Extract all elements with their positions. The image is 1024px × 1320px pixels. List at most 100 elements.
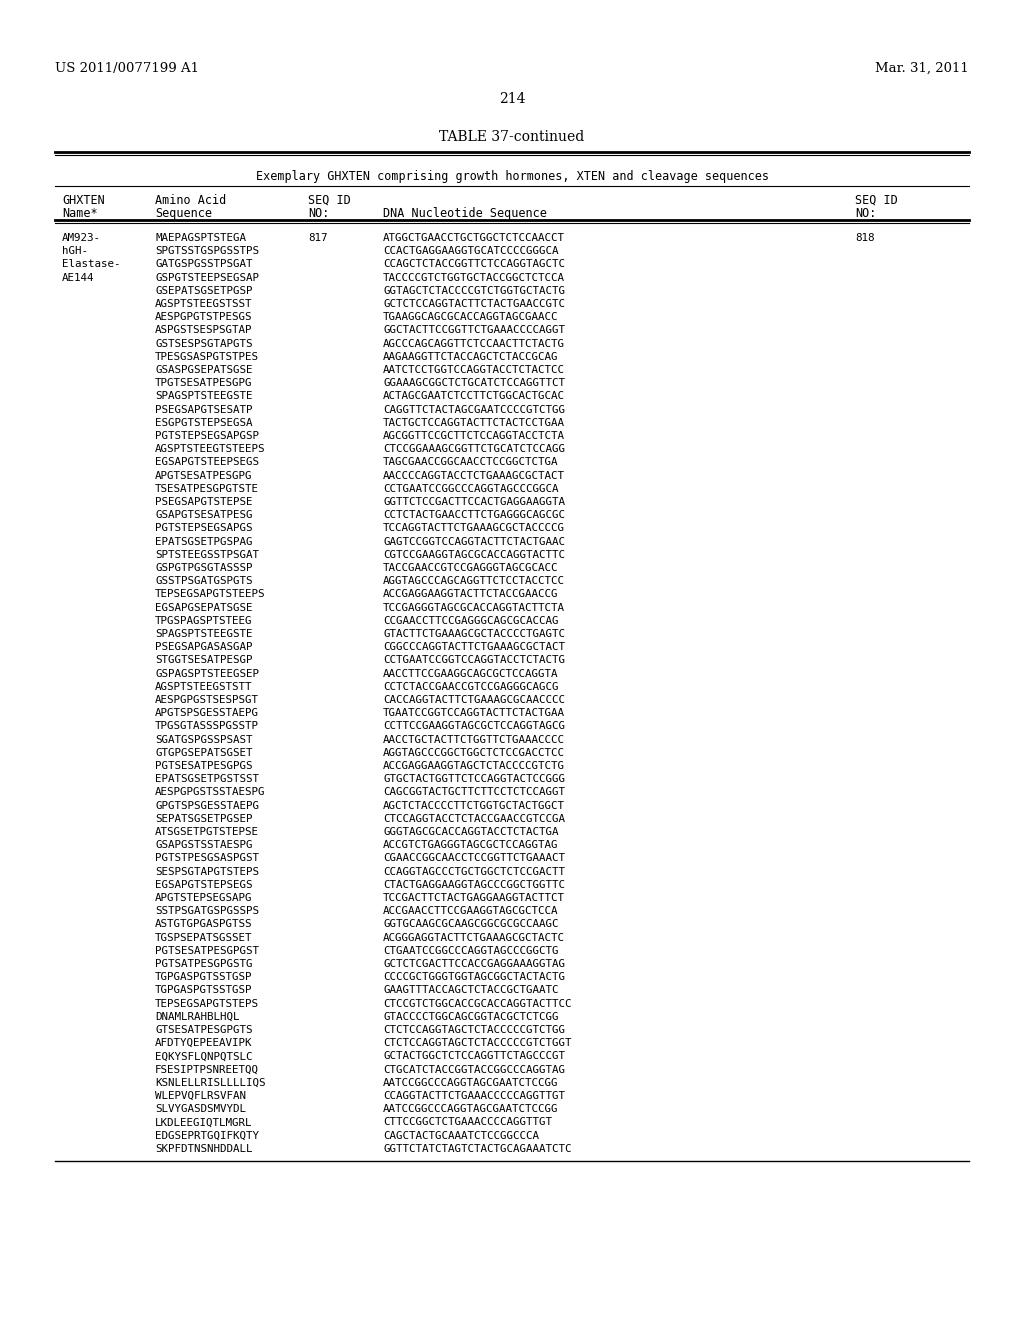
Text: CTTCCGGCTCTGAAACCCCAGGTTGT: CTTCCGGCTCTGAAACCCCAGGTTGT [383,1118,552,1127]
Text: GSAPGTSESATPESG: GSAPGTSESATPESG [155,511,253,520]
Text: FSESIPTPSNREETQQ: FSESIPTPSNREETQQ [155,1065,259,1074]
Text: PSEGSAPGTSESATP: PSEGSAPGTSESATP [155,405,253,414]
Text: CCTCTACCGAACCGTCCGAGGGCAGCG: CCTCTACCGAACCGTCCGAGGGCAGCG [383,682,558,692]
Text: TAGCGAACCGGCAACCTCCGGCTCTGA: TAGCGAACCGGCAACCTCCGGCTCTGA [383,458,558,467]
Text: APGTSPSGESSTAEPG: APGTSPSGESSTAEPG [155,709,259,718]
Text: SEQ ID: SEQ ID [308,194,351,207]
Text: ACCGAGGAAGGTAGCTCTACCCCGTCTG: ACCGAGGAAGGTAGCTCTACCCCGTCTG [383,762,565,771]
Text: GSAPGSTSSTAESPG: GSAPGSTSSTAESPG [155,841,253,850]
Text: GAAGTTTACCAGCTCTACCGCTGAATC: GAAGTTTACCAGCTCTACCGCTGAATC [383,986,558,995]
Text: AE144: AE144 [62,273,94,282]
Text: TACCCCGTCTGGTGCTACCGGCTCTCCA: TACCCCGTCTGGTGCTACCGGCTCTCCA [383,273,565,282]
Text: GSTSESPSGTAPGTS: GSTSESPSGTAPGTS [155,339,253,348]
Text: APGTSTEPSEGSAPG: APGTSTEPSEGSAPG [155,894,253,903]
Text: TGPGASPGTSSTGSP: TGPGASPGTSSTGSP [155,973,253,982]
Text: EGSAPGSEPATSGSE: EGSAPGSEPATSGSE [155,603,253,612]
Text: GGTAGCTCTACCCCGTCTGGTGCTACTG: GGTAGCTCTACCCCGTCTGGTGCTACTG [383,286,565,296]
Text: Sequence: Sequence [155,207,212,220]
Text: TACCGAACCGTCCGAGGGTAGCGCACC: TACCGAACCGTCCGAGGGTAGCGCACC [383,564,558,573]
Text: ATGGCTGAACCTGCTGGCTCTCCAACCT: ATGGCTGAACCTGCTGGCTCTCCAACCT [383,234,565,243]
Text: SEPATSGSETPGSEP: SEPATSGSETPGSEP [155,814,253,824]
Text: AESPGPGSTSSTAESPG: AESPGPGSTSSTAESPG [155,788,265,797]
Text: AGSPTSTEEGSTSTT: AGSPTSTEEGSTSTT [155,682,253,692]
Text: APGTSESATPESGPG: APGTSESATPESGPG [155,471,253,480]
Text: Name*: Name* [62,207,97,220]
Text: CCAGCTCTACCGGTTCTCCAGGTAGCTC: CCAGCTCTACCGGTTCTCCAGGTAGCTC [383,260,565,269]
Text: TGPGASPGTSSTGSP: TGPGASPGTSSTGSP [155,986,253,995]
Text: NO:: NO: [308,207,330,220]
Text: Exemplary GHXTEN comprising growth hormones, XTEN and cleavage sequences: Exemplary GHXTEN comprising growth hormo… [256,170,768,183]
Text: ESGPGTSTEPSEGSA: ESGPGTSTEPSEGSA [155,418,253,428]
Text: SESPSGTAPGTSTEPS: SESPSGTAPGTSTEPS [155,867,259,876]
Text: PGTSTEPSEGSAPGS: PGTSTEPSEGSAPGS [155,524,253,533]
Text: TEPSEGSAPGTSTEPS: TEPSEGSAPGTSTEPS [155,999,259,1008]
Text: ACCGAGGAAGGTACTTCTACCGAACCG: ACCGAGGAAGGTACTTCTACCGAACCG [383,590,558,599]
Text: CCCCGCTGGGTGGTAGCGGCTACTACTG: CCCCGCTGGGTGGTAGCGGCTACTACTG [383,973,565,982]
Text: ASPGSTSESPSGTAP: ASPGSTSESPSGTAP [155,326,253,335]
Text: TPGSPAGSPTSTEEG: TPGSPAGSPTSTEEG [155,616,253,626]
Text: TGAATCCGGTCCAGGTACTTCTACTGAA: TGAATCCGGTCCAGGTACTTCTACTGAA [383,709,565,718]
Text: SEQ ID: SEQ ID [855,194,898,207]
Text: AGCGGTTCCGCTTCTCCAGGTACCTCTA: AGCGGTTCCGCTTCTCCAGGTACCTCTA [383,432,565,441]
Text: EGSAPGTSTEEPSEGS: EGSAPGTSTEEPSEGS [155,458,259,467]
Text: AACCTGCTACTTCTGGTTCTGAAACCCC: AACCTGCTACTTCTGGTTCTGAAACCCC [383,735,565,744]
Text: DNAMLRAHBLHQL: DNAMLRAHBLHQL [155,1012,240,1022]
Text: ASTGTGPGASPGTSS: ASTGTGPGASPGTSS [155,920,253,929]
Text: NO:: NO: [855,207,877,220]
Text: EDGSEPRTGQIFKQTY: EDGSEPRTGQIFKQTY [155,1131,259,1140]
Text: TCCGAGGGTAGCGCACCAGGTACTTCTA: TCCGAGGGTAGCGCACCAGGTACTTCTA [383,603,565,612]
Text: GATGSPGSSTPSGAT: GATGSPGSSTPSGAT [155,260,253,269]
Text: GSPAGSPTSTEEGSEP: GSPAGSPTSTEEGSEP [155,669,259,678]
Text: 817: 817 [308,234,328,243]
Text: AGCTCTACCCCTTCTGGTGCTACTGGCT: AGCTCTACCCCTTCTGGTGCTACTGGCT [383,801,565,810]
Text: AACCCCAGGTACCTCTGAAAGCGCTACT: AACCCCAGGTACCTCTGAAAGCGCTACT [383,471,565,480]
Text: AACCTTCCGAAGGCAGCGCTCCAGGTA: AACCTTCCGAAGGCAGCGCTCCAGGTA [383,669,558,678]
Text: CAGCGGTACTGCTTCTTCCTCTCCAGGT: CAGCGGTACTGCTTCTTCCTCTCCAGGT [383,788,565,797]
Text: SGATGSPGSSPSAST: SGATGSPGSSPSAST [155,735,253,744]
Text: GSSTPSGATGSPGTS: GSSTPSGATGSPGTS [155,577,253,586]
Text: AGSPTSTEEGTSTEEPS: AGSPTSTEEGTSTEEPS [155,445,265,454]
Text: CCTGAATCCGGCCCAGGTAGCCCGGCA: CCTGAATCCGGCCCAGGTAGCCCGGCA [383,484,558,494]
Text: GTSESATPESGPGTS: GTSESATPESGPGTS [155,1026,253,1035]
Text: EPATSGSETPGSPAG: EPATSGSETPGSPAG [155,537,253,546]
Text: GTACTTCTGAAAGCGCTACCCCTGAGTC: GTACTTCTGAAAGCGCTACCCCTGAGTC [383,630,565,639]
Text: AAGAAGGTTCTACCAGCTCTACCGCAG: AAGAAGGTTCTACCAGCTCTACCGCAG [383,352,558,362]
Text: CCGAACCTTCCGAGGGCAGCGCACCAG: CCGAACCTTCCGAGGGCAGCGCACCAG [383,616,558,626]
Text: ATSGSETPGTSTEPSE: ATSGSETPGTSTEPSE [155,828,259,837]
Text: CGAACCGGCAACCTCCGGTTCTGAAACT: CGAACCGGCAACCTCCGGTTCTGAAACT [383,854,565,863]
Text: AGCCCAGCAGGTTCTCCAACTTCTACTG: AGCCCAGCAGGTTCTCCAACTTCTACTG [383,339,565,348]
Text: CGGCCCAGGTACTTCTGAAAGCGCTACT: CGGCCCAGGTACTTCTGAAAGCGCTACT [383,643,565,652]
Text: PSEGSAPGASASGAP: PSEGSAPGASASGAP [155,643,253,652]
Text: TACTGCTCCAGGTACTTCTACTCCTGAA: TACTGCTCCAGGTACTTCTACTCCTGAA [383,418,565,428]
Text: SPAGSPTSTEEGSTE: SPAGSPTSTEEGSTE [155,392,253,401]
Text: CTCTCCAGGTAGCTCTACCCCCGTCTGG: CTCTCCAGGTAGCTCTACCCCCGTCTGG [383,1026,565,1035]
Text: GCTCTCGACTTCCACCGAGGAAAGGTAG: GCTCTCGACTTCCACCGAGGAAAGGTAG [383,960,565,969]
Text: SKPFDTNSNHDDALL: SKPFDTNSNHDDALL [155,1144,253,1154]
Text: CCAGGTACTTCTGAAACCCCCAGGTTGT: CCAGGTACTTCTGAAACCCCCAGGTTGT [383,1092,565,1101]
Text: CTGCATCTACCGGTACCGGCCCAGGTAG: CTGCATCTACCGGTACCGGCCCAGGTAG [383,1065,565,1074]
Text: GAGTCCGGTCCAGGTACTTCTACTGAAC: GAGTCCGGTCCAGGTACTTCTACTGAAC [383,537,565,546]
Text: CACCAGGTACTTCTGAAAGCGCAACCCC: CACCAGGTACTTCTGAAAGCGCAACCCC [383,696,565,705]
Text: TPGTSESATPESGPG: TPGTSESATPESGPG [155,379,253,388]
Text: EPATSGSETPGSTSST: EPATSGSETPGSTSST [155,775,259,784]
Text: CCTCTACTGAACCTTCTGAGGGCAGCGC: CCTCTACTGAACCTTCTGAGGGCAGCGC [383,511,565,520]
Text: PSEGSAPGTSTEPSE: PSEGSAPGTSTEPSE [155,498,253,507]
Text: CTACTGAGGAAGGTAGCCCGGCTGGTTC: CTACTGAGGAAGGTAGCCCGGCTGGTTC [383,880,565,890]
Text: AATCTCCTGGTCCAGGTACCTCTACTCC: AATCTCCTGGTCCAGGTACCTCTACTCC [383,366,565,375]
Text: AATCCGGCCCAGGTAGCGAATCTCCGG: AATCCGGCCCAGGTAGCGAATCTCCGG [383,1105,558,1114]
Text: US 2011/0077199 A1: US 2011/0077199 A1 [55,62,199,75]
Text: CTCCGTCTGGCACCGCACCAGGTACTTCC: CTCCGTCTGGCACCGCACCAGGTACTTCC [383,999,571,1008]
Text: GPGTSPSGESSTAEPG: GPGTSPSGESSTAEPG [155,801,259,810]
Text: Amino Acid: Amino Acid [155,194,226,207]
Text: TPGSGTASSSPGSSTP: TPGSGTASSSPGSSTP [155,722,259,731]
Text: PGTSTEPSEGSAPGSP: PGTSTEPSEGSAPGSP [155,432,259,441]
Text: CTCTCCAGGTAGCTCTACCCCCGTCTGGT: CTCTCCAGGTAGCTCTACCCCCGTCTGGT [383,1039,571,1048]
Text: Mar. 31, 2011: Mar. 31, 2011 [876,62,969,75]
Text: CCTGAATCCGGTCCAGGTACCTCTACTG: CCTGAATCCGGTCCAGGTACCTCTACTG [383,656,565,665]
Text: CCAGGTAGCCCTGCTGGCTCTCCGACTT: CCAGGTAGCCCTGCTGGCTCTCCGACTT [383,867,565,876]
Text: GGAAAGCGGCTCTGCATCTCCAGGTTCT: GGAAAGCGGCTCTGCATCTCCAGGTTCT [383,379,565,388]
Text: TCCAGGTACTTCTGAAAGCGCTACCCCG: TCCAGGTACTTCTGAAAGCGCTACCCCG [383,524,565,533]
Text: GTGCTACTGGTTCTCCAGGTACTCCGGG: GTGCTACTGGTTCTCCAGGTACTCCGGG [383,775,565,784]
Text: TEPSEGSAPGTSTEEPS: TEPSEGSAPGTSTEEPS [155,590,265,599]
Text: AM923-: AM923- [62,234,101,243]
